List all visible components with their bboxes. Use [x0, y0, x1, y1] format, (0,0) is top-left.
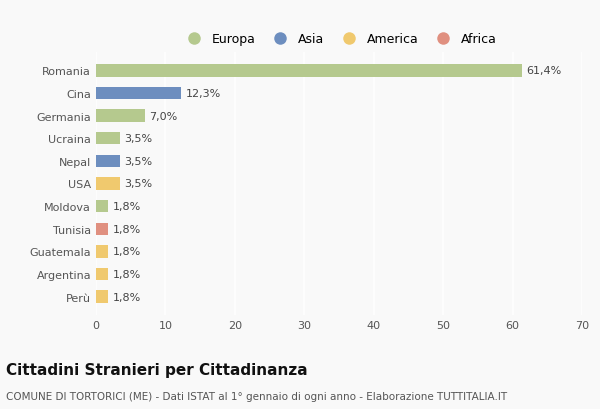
Legend: Europa, Asia, America, Africa: Europa, Asia, America, Africa — [176, 28, 502, 51]
Text: 1,8%: 1,8% — [113, 292, 141, 302]
Text: 7,0%: 7,0% — [149, 111, 177, 121]
Text: 61,4%: 61,4% — [526, 66, 562, 76]
Text: 1,8%: 1,8% — [113, 202, 141, 211]
Text: 3,5%: 3,5% — [124, 134, 152, 144]
Bar — [96, 65, 522, 77]
Text: 3,5%: 3,5% — [124, 179, 152, 189]
Bar — [96, 133, 120, 145]
Text: 1,8%: 1,8% — [113, 224, 141, 234]
Text: 1,8%: 1,8% — [113, 269, 141, 279]
Bar — [96, 268, 109, 281]
Bar — [96, 178, 120, 190]
Text: 1,8%: 1,8% — [113, 247, 141, 257]
Bar — [96, 88, 181, 100]
Bar — [96, 200, 109, 213]
Text: 3,5%: 3,5% — [124, 157, 152, 166]
Bar — [96, 291, 109, 303]
Bar — [96, 223, 109, 235]
Bar — [96, 155, 120, 168]
Bar — [96, 110, 145, 123]
Text: Cittadini Stranieri per Cittadinanza: Cittadini Stranieri per Cittadinanza — [6, 362, 308, 377]
Bar — [96, 245, 109, 258]
Text: 12,3%: 12,3% — [185, 89, 221, 99]
Text: COMUNE DI TORTORICI (ME) - Dati ISTAT al 1° gennaio di ogni anno - Elaborazione : COMUNE DI TORTORICI (ME) - Dati ISTAT al… — [6, 391, 507, 400]
